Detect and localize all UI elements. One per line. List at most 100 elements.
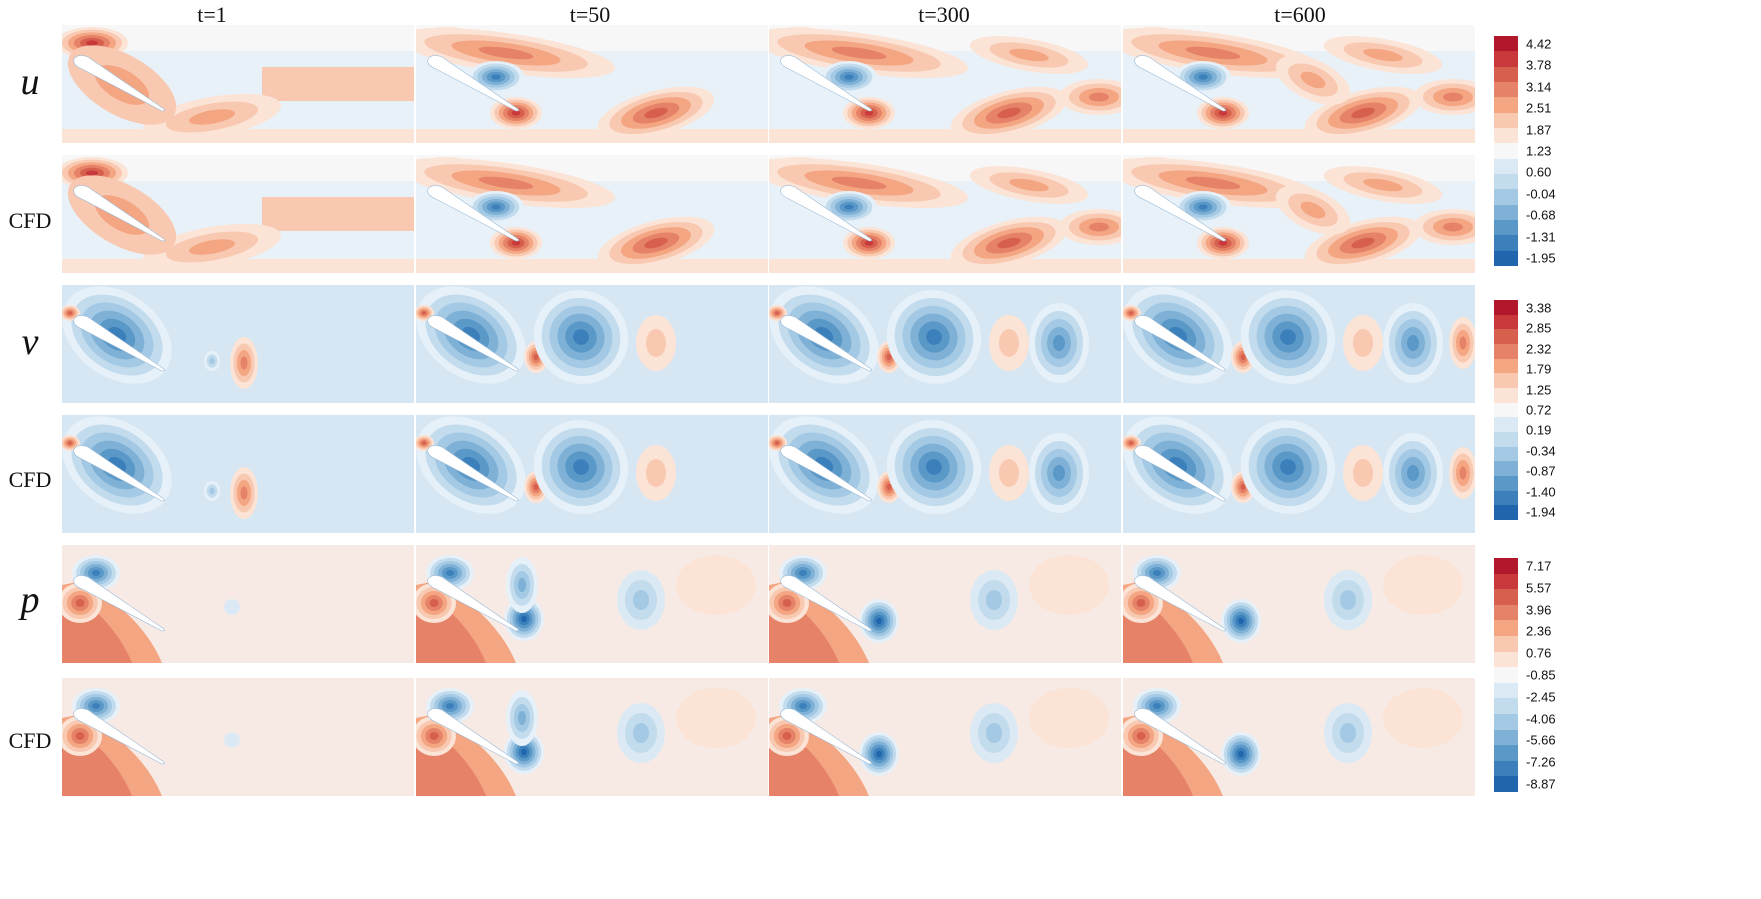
contour-panel xyxy=(416,155,768,273)
colorbar-tick-label: 4.42 xyxy=(1526,36,1552,52)
colorbar-swatch xyxy=(1494,173,1518,190)
colorbar-swatch xyxy=(1494,651,1518,668)
colorbar-tick-label: 1.79 xyxy=(1526,361,1552,377)
contour-panel xyxy=(62,25,414,143)
colorbar-swatch xyxy=(1494,358,1518,374)
contour-panel xyxy=(1123,285,1475,403)
contour-panel xyxy=(416,545,768,663)
contour-panel xyxy=(769,415,1121,533)
colorbar-swatch xyxy=(1494,112,1518,128)
colorbar-swatch xyxy=(1494,36,1518,52)
row-label-p: p xyxy=(20,579,40,621)
colorbar-tick-label: -1.95 xyxy=(1526,250,1556,266)
contour-panel xyxy=(416,678,768,796)
colorbar-swatch xyxy=(1494,446,1518,462)
colorbar-swatch xyxy=(1494,589,1518,605)
colorbar-tick-label: -4.06 xyxy=(1526,711,1556,727)
row-label-u: u xyxy=(20,61,40,103)
contour-panel xyxy=(769,285,1121,403)
row-label-v: v xyxy=(21,321,39,363)
colorbar-swatch xyxy=(1494,189,1518,205)
colorbar-swatch xyxy=(1494,682,1518,699)
contour-panel xyxy=(416,415,768,533)
contour-panel xyxy=(62,545,414,663)
colorbar-v xyxy=(1494,300,1518,520)
colorbar-tick-label: -0.87 xyxy=(1526,463,1556,479)
contour-panel xyxy=(1123,678,1475,796)
contour-panel xyxy=(1123,415,1475,533)
row-label-u-cfd: CFD xyxy=(8,208,52,233)
colorbar-swatch xyxy=(1494,490,1518,506)
time-label-600: t=600 xyxy=(1274,2,1326,27)
colorbar-tick-label: 0.72 xyxy=(1526,402,1552,418)
colorbar-p xyxy=(1494,558,1518,792)
colorbar-tick-label: 3.78 xyxy=(1526,57,1552,73)
row-label-v-cfd: CFD xyxy=(8,467,52,492)
colorbar-swatch xyxy=(1494,143,1518,159)
colorbar-tick-label: -5.66 xyxy=(1526,732,1556,748)
colorbar-tick-label: -0.85 xyxy=(1526,667,1556,683)
contour-panel xyxy=(769,155,1121,273)
contour-panel xyxy=(62,155,414,273)
colorbar-swatch xyxy=(1494,314,1518,330)
colorbar-tick-label: 1.25 xyxy=(1526,382,1552,398)
colorbar-tick-label: -0.04 xyxy=(1526,186,1556,202)
colorbar-swatch xyxy=(1494,373,1518,388)
colorbar-swatch xyxy=(1494,776,1518,792)
colorbar-swatch xyxy=(1494,402,1518,418)
contour-panel xyxy=(1123,545,1475,663)
colorbar-tick-label: -0.34 xyxy=(1526,443,1556,459)
colorbar-tick-label: 0.60 xyxy=(1526,164,1552,180)
contour-panel xyxy=(416,25,768,143)
colorbar-tick-label: 2.32 xyxy=(1526,341,1552,357)
colorbar-tick-label: -7.26 xyxy=(1526,754,1556,770)
colorbar-swatch xyxy=(1494,343,1518,359)
time-label-1: t=1 xyxy=(197,2,227,27)
contour-panel xyxy=(1123,155,1475,273)
colorbar-tick-label: 1.87 xyxy=(1526,122,1552,138)
colorbar-swatch xyxy=(1494,729,1518,746)
colorbar-tick-label: 2.85 xyxy=(1526,320,1552,336)
colorbar-swatch xyxy=(1494,387,1518,403)
colorbar-swatch xyxy=(1494,417,1518,432)
colorbar-tick-label: 0.76 xyxy=(1526,645,1552,661)
contour-panel xyxy=(416,285,768,403)
contour-panel xyxy=(1123,25,1475,143)
contour-panel xyxy=(769,678,1121,796)
colorbar-swatch xyxy=(1494,745,1518,761)
colorbar-swatch xyxy=(1494,505,1518,520)
colorbar-swatch xyxy=(1494,431,1518,447)
colorbar-tick-label: 2.36 xyxy=(1526,623,1552,639)
colorbar-swatch xyxy=(1494,475,1518,491)
colorbar-tick-label: -0.68 xyxy=(1526,207,1556,223)
colorbar-swatch xyxy=(1494,573,1518,590)
colorbar-swatch xyxy=(1494,204,1518,220)
contour-panel xyxy=(769,25,1121,143)
colorbar-tick-label: 2.51 xyxy=(1526,100,1552,116)
colorbar-swatch xyxy=(1494,698,1518,714)
colorbar-tick-label: -2.45 xyxy=(1526,689,1556,705)
colorbar-tick-label: 1.23 xyxy=(1526,143,1552,159)
colorbar-tick-label: 3.14 xyxy=(1526,79,1552,95)
colorbar-u xyxy=(1494,36,1518,266)
colorbar-tick-label: -8.87 xyxy=(1526,776,1556,792)
colorbar-tick-label: 3.38 xyxy=(1526,300,1552,316)
colorbar-swatch xyxy=(1494,461,1518,476)
colorbar-swatch xyxy=(1494,667,1518,683)
colorbar-tick-label: -1.31 xyxy=(1526,229,1556,245)
colorbar-tick-label: 0.19 xyxy=(1526,422,1552,438)
colorbar-tick-label: 5.57 xyxy=(1526,580,1552,596)
contour-panel xyxy=(62,285,414,403)
colorbar-swatch xyxy=(1494,635,1518,652)
time-label-300: t=300 xyxy=(918,2,970,27)
colorbar-swatch xyxy=(1494,329,1518,344)
colorbar-swatch xyxy=(1494,604,1518,621)
colorbar-swatch xyxy=(1494,235,1518,251)
contour-panel xyxy=(769,545,1121,663)
colorbar-swatch xyxy=(1494,620,1518,636)
colorbar-swatch xyxy=(1494,51,1518,67)
colorbar-swatch xyxy=(1494,219,1518,236)
colorbar-swatch xyxy=(1494,300,1518,315)
colorbar-swatch xyxy=(1494,250,1518,266)
colorbar-tick-label: 3.96 xyxy=(1526,602,1552,618)
